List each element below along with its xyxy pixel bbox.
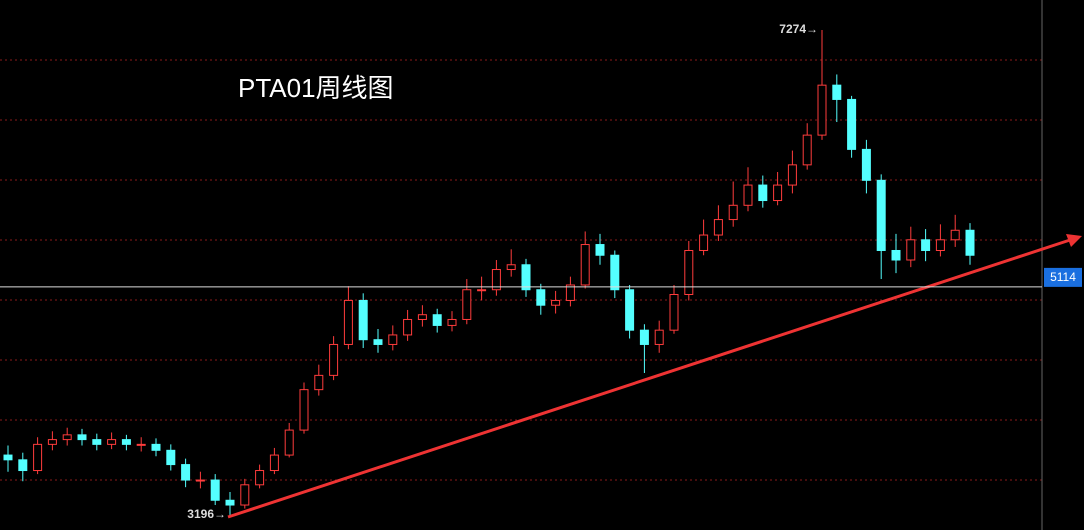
candle-body [151,443,161,451]
annotation-label: 7274→ [779,22,818,36]
candle-body [373,339,383,345]
candle-body [77,434,87,441]
candles [3,29,975,516]
trend-arrow [1066,234,1082,247]
candle-body [388,334,398,345]
candle-body [491,269,501,291]
candle-body [210,479,220,501]
trend-line-stroke [227,238,1071,519]
candle-body [847,98,857,150]
candle-body [654,329,664,345]
candle-body [787,164,797,186]
candle-body [107,439,117,445]
candle-body [713,219,723,236]
candle-body [699,234,709,251]
candle-body [965,229,975,256]
candle-body [861,148,871,181]
candle-body [225,499,235,506]
candle-body [580,244,590,286]
candle-body [299,389,309,431]
candle-body [18,459,28,472]
candle-body [817,84,827,136]
candle-body [358,299,368,341]
candle-body [639,329,649,345]
candle-body [506,264,516,271]
candle-body [728,204,738,221]
candle-body [166,449,176,466]
candle-body [684,249,694,295]
annotation-label: 3196→ [187,507,226,521]
candle-body [462,289,472,320]
candle-body [403,318,413,336]
candle-body [314,374,324,391]
candle-body [891,249,901,261]
candle-body [743,184,753,206]
candle-body [136,443,146,446]
candle-body [906,239,916,261]
candle-body [181,464,191,481]
candle-body [921,239,931,251]
candle-body [610,254,620,291]
candle-body [521,264,531,291]
candle-body [121,439,131,445]
candle-body [240,484,250,506]
candle-body [935,239,945,251]
price-label-box [1044,267,1082,287]
candle-body [432,314,442,326]
candle-body [551,299,561,306]
candle-body [447,318,457,326]
candle-body [625,289,635,331]
candle-body [758,184,768,202]
candle-body [343,299,353,345]
candle-body [47,439,57,445]
candle-body [417,314,427,320]
candle-body [595,244,605,256]
candle-body [536,289,546,306]
chart-title: PTA01周线图 [238,73,394,103]
candle-body [62,434,72,441]
candle-body [329,343,339,376]
candle-body [3,454,13,461]
candle-body [876,179,886,251]
candle-body [950,229,960,241]
candle-body [477,289,487,292]
candle-body [832,84,842,100]
price-label: 5114 [1050,270,1076,284]
candle-body [269,454,279,472]
candle-body [255,470,265,486]
candle-body [773,184,783,202]
candle-body [565,284,575,301]
candle-body [802,134,812,166]
candle-body [284,429,294,456]
candle-body [33,443,43,472]
candle-body [195,479,205,482]
candle-body [92,439,102,445]
candle-body [669,293,679,331]
trend-line [227,234,1082,519]
